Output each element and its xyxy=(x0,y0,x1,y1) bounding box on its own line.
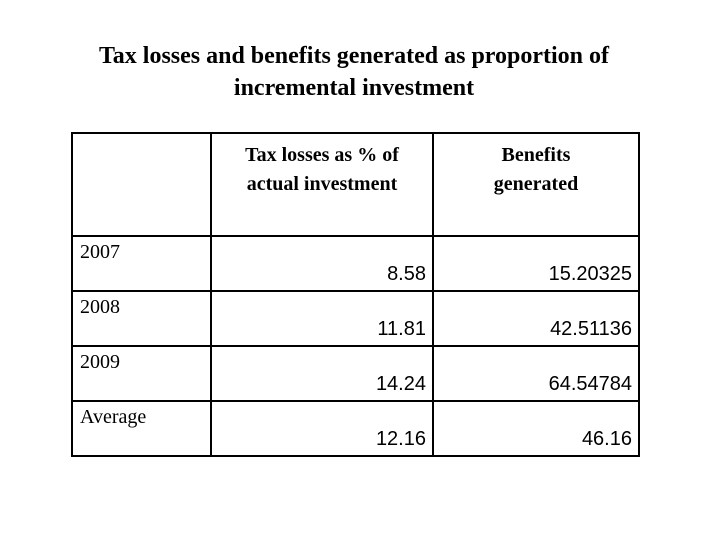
row-label-2009: 2009 xyxy=(71,345,212,402)
tax-losses-value-average: 12.16 xyxy=(210,400,434,457)
column-header-benefits: Benefits generated xyxy=(432,132,640,237)
row-label-2008: 2008 xyxy=(71,290,212,347)
table-row-2008: 2008 11.81 42.51136 xyxy=(71,290,640,347)
row-label-2007: 2007 xyxy=(71,235,212,292)
table-header-row: Tax losses as % of actual investment Ben… xyxy=(71,132,640,237)
corner-empty-cell xyxy=(71,132,212,237)
benefits-value-2008: 42.51136 xyxy=(432,290,640,347)
benefits-value-2009: 64.54784 xyxy=(432,345,640,402)
tax-losses-value-2008: 11.81 xyxy=(210,290,434,347)
tax-losses-value-2009: 14.24 xyxy=(210,345,434,402)
benefits-value-2007: 15.20325 xyxy=(432,235,640,292)
column-header-tax-losses: Tax losses as % of actual investment xyxy=(210,132,434,237)
table-row-average: Average 12.16 46.16 xyxy=(71,400,640,457)
benefits-value-average: 46.16 xyxy=(432,400,640,457)
table-row-2009: 2009 14.24 64.54784 xyxy=(71,345,640,402)
tax-losses-value-2007: 8.58 xyxy=(210,235,434,292)
row-label-average: Average xyxy=(71,400,212,457)
slide-title: Tax losses and benefits generated as pro… xyxy=(98,43,610,101)
data-table: Tax losses as % of actual investment Ben… xyxy=(71,132,640,457)
table-row-2007: 2007 8.58 15.20325 xyxy=(71,235,640,292)
